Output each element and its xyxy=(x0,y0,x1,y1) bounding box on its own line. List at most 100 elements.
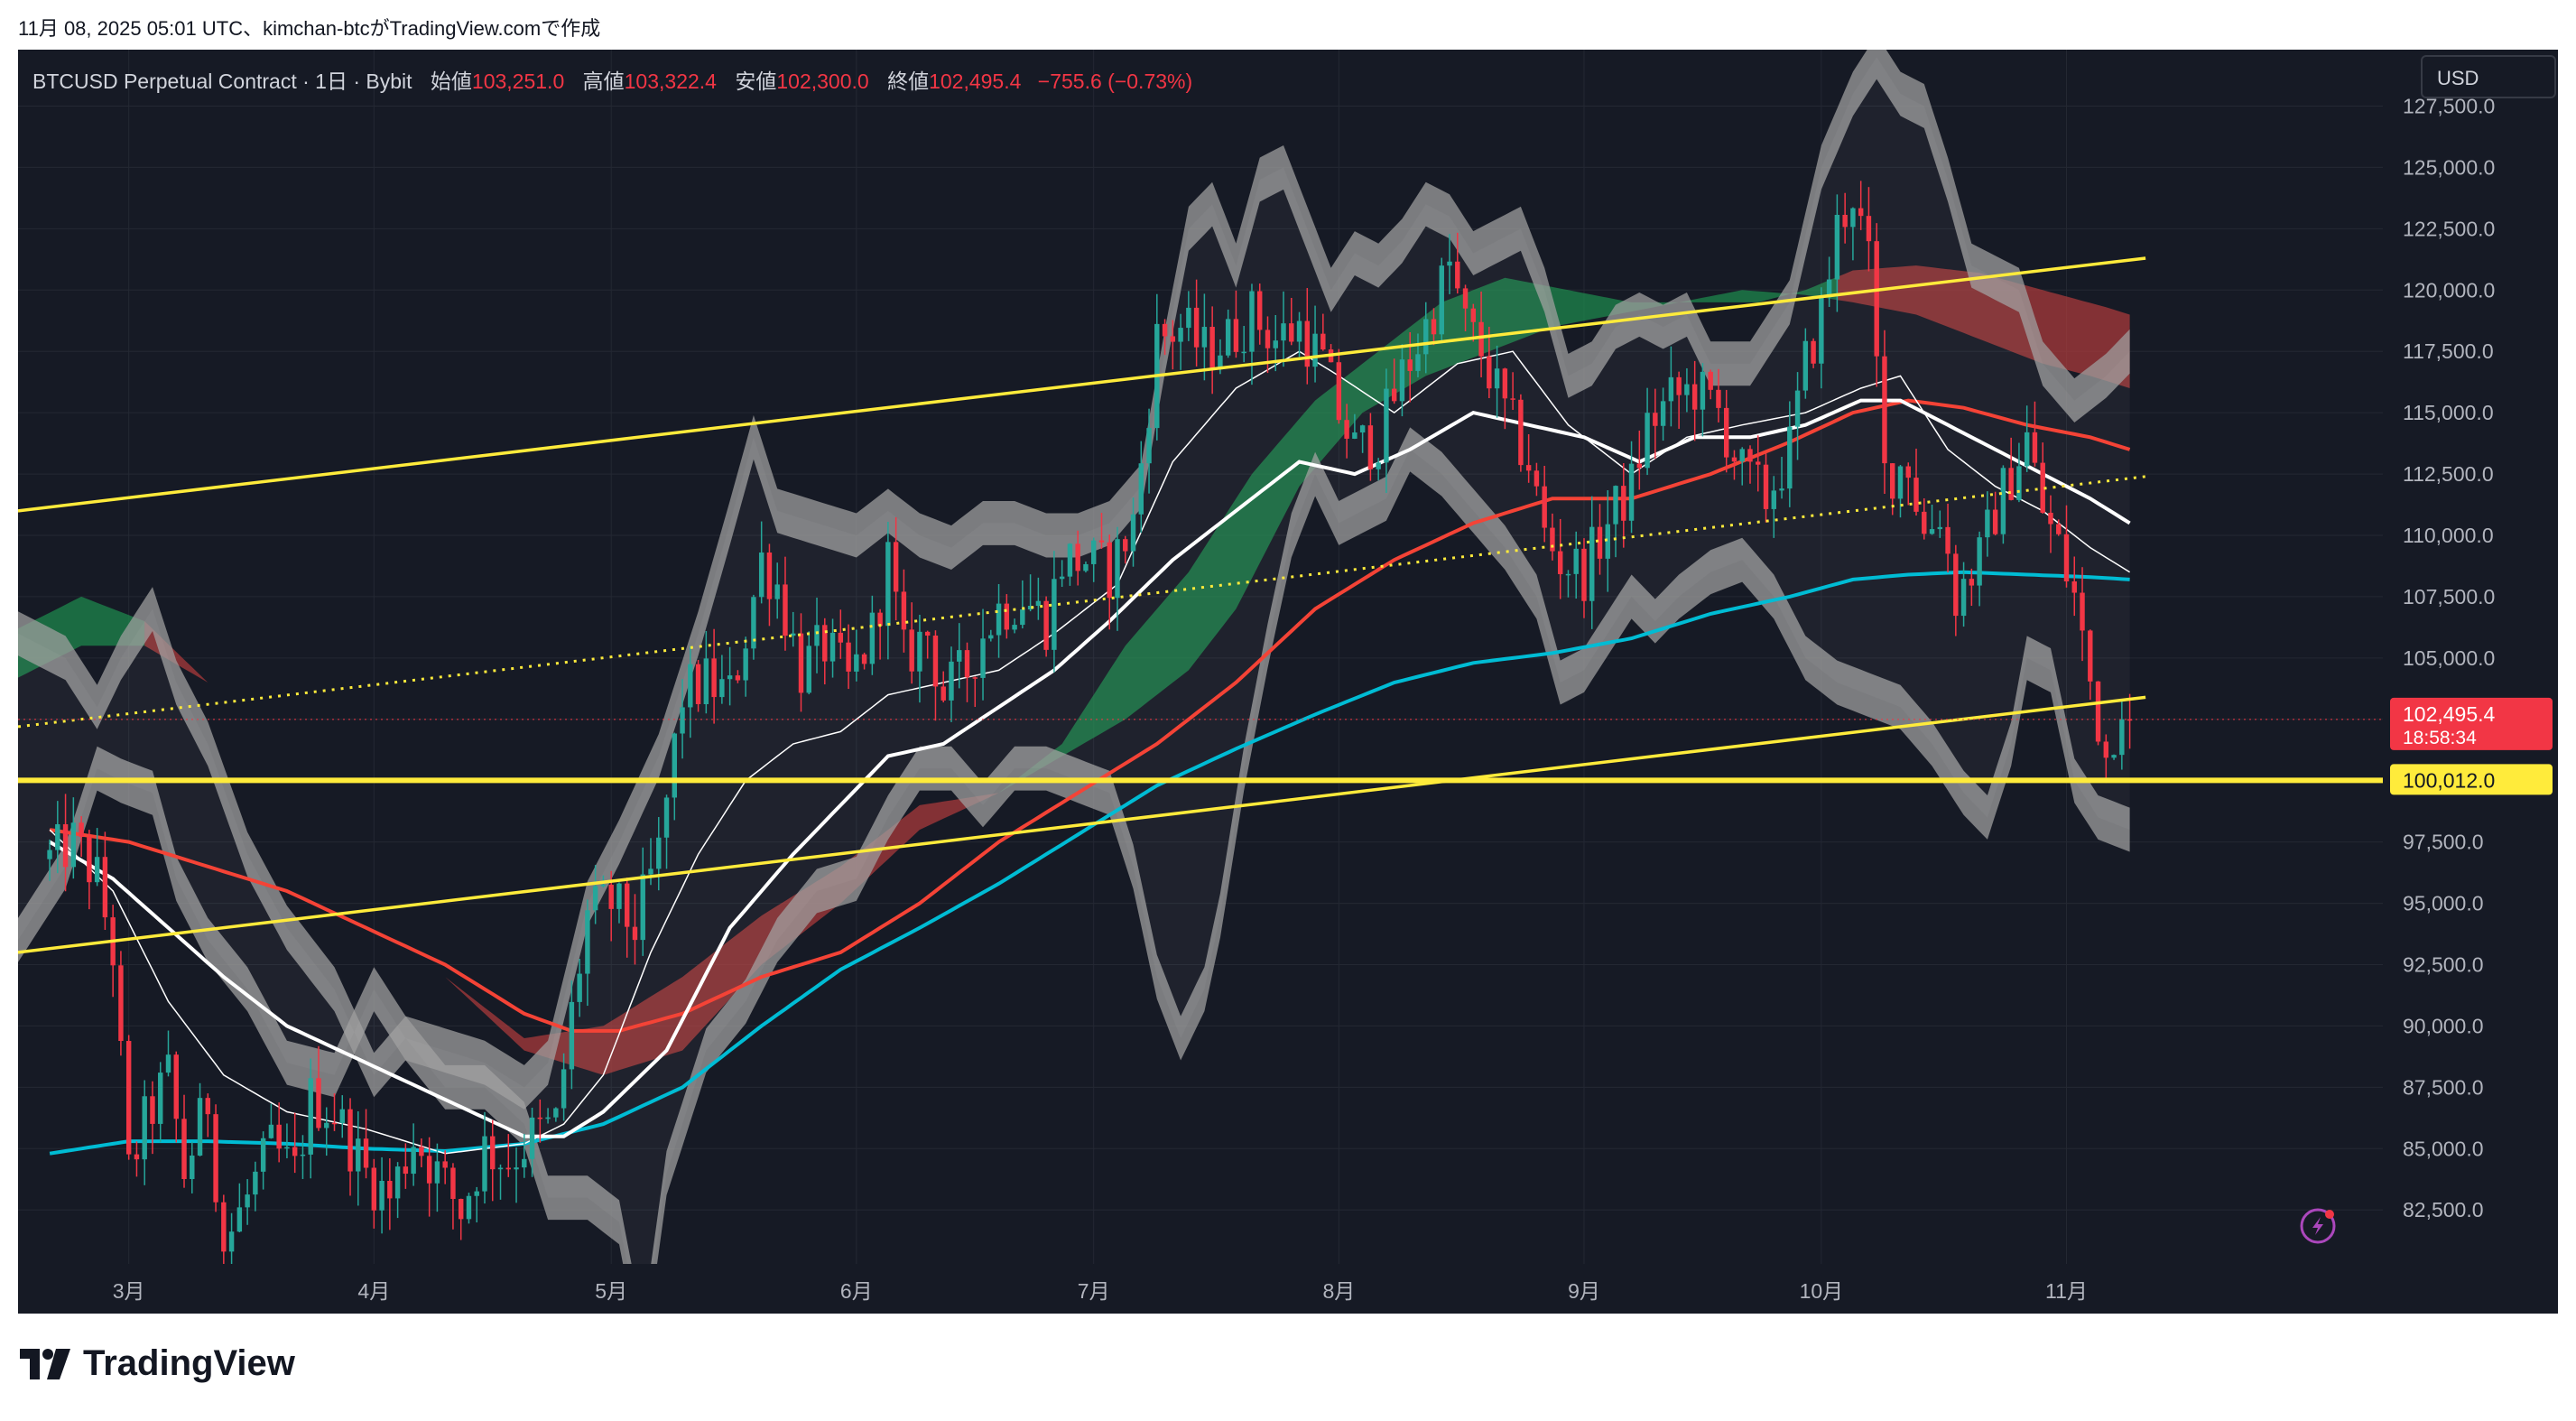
last-price-badge-countdown: 18:58:34 xyxy=(2403,728,2477,748)
candle-body xyxy=(822,625,828,662)
candle-body xyxy=(1937,526,1943,530)
y-axis-tick-label: 82,500.0 xyxy=(2403,1198,2484,1221)
chart-panel[interactable]: 82,500.0 85,000.0 87,500.0 90,000.0 92,500.0… xyxy=(18,50,2558,1314)
last-price-badge xyxy=(2390,697,2553,750)
last-price-badge-value: 102,495.4 xyxy=(2403,702,2496,726)
candle-body xyxy=(1233,319,1239,352)
candle-body xyxy=(1834,214,1840,280)
candle-body xyxy=(1660,401,1666,426)
candle-body xyxy=(2063,534,2070,581)
x-axis-tick-label: 7月 xyxy=(1078,1279,1110,1303)
currency-button[interactable]: USD xyxy=(2421,55,2556,98)
candle-body xyxy=(482,1136,487,1192)
candle-body xyxy=(1336,362,1342,421)
candle-body xyxy=(1075,543,1080,571)
candle-body xyxy=(363,1138,369,1168)
candle-body xyxy=(663,797,670,838)
candle-body xyxy=(1431,319,1437,335)
candle-body xyxy=(1802,340,1809,391)
candle-body xyxy=(1613,486,1618,525)
candle-body xyxy=(1391,388,1397,402)
candle-body xyxy=(2024,432,2030,467)
lightning-icon[interactable] xyxy=(2300,1208,2336,1244)
envelope-lower-band xyxy=(18,427,2130,1264)
candle-body xyxy=(1367,425,1374,469)
candle-body xyxy=(356,1138,361,1172)
x-axis-tick-label: 5月 xyxy=(595,1279,627,1303)
candle-body xyxy=(1320,333,1326,350)
candle-body xyxy=(79,822,84,838)
candle-body xyxy=(537,1117,543,1119)
candle-body xyxy=(1043,600,1049,650)
candle-body xyxy=(1170,336,1176,342)
candle-body xyxy=(988,635,994,639)
tradingview-logo-icon xyxy=(20,1348,70,1379)
candle-body xyxy=(1621,486,1626,521)
candle-body xyxy=(158,1073,163,1124)
candle-body xyxy=(324,1122,329,1128)
candle-body xyxy=(70,822,77,868)
y-axis-tick-label: 125,000.0 xyxy=(2403,155,2495,179)
candle-body xyxy=(529,1117,535,1159)
candle-body xyxy=(419,1147,424,1156)
price-chart[interactable]: 82,500.0 85,000.0 87,500.0 90,000.0 92,500.0… xyxy=(18,50,2558,1314)
candle-body xyxy=(624,883,630,927)
candle-body xyxy=(1581,548,1587,601)
candle-body xyxy=(798,633,804,693)
candle-body xyxy=(854,654,859,672)
candle-body xyxy=(1265,330,1271,348)
candle-body xyxy=(2000,468,2006,534)
candle-body xyxy=(213,1114,218,1203)
candle-body xyxy=(1384,388,1389,463)
badge-layer: 102,495.418:58:34 100,012.0 xyxy=(2390,697,2553,795)
symbol-title[interactable]: BTCUSD Perpetual Contract · 1日 · Bybit xyxy=(32,70,412,93)
y-axis-tick-label: 110,000.0 xyxy=(2403,524,2494,547)
candle-body xyxy=(94,857,100,883)
candle-body xyxy=(1550,527,1555,552)
footer-brand[interactable]: TradingView xyxy=(20,1343,295,1384)
candle-body xyxy=(331,1122,338,1125)
candle-body xyxy=(1653,413,1658,426)
candle-body xyxy=(2040,462,2045,513)
candle-body xyxy=(1162,323,1168,337)
candle-body xyxy=(411,1147,416,1175)
candle-body xyxy=(1052,579,1057,650)
candle-body xyxy=(276,1124,282,1149)
cloud-layer xyxy=(18,265,2130,1075)
candle-body xyxy=(1209,327,1215,370)
candle-body xyxy=(284,1147,290,1149)
x-axis: 3月 4月 5月 6月 7月 8月 9月 10月 11月 xyxy=(113,1279,2088,1303)
candle-body xyxy=(553,1108,559,1118)
y-axis-tick-label: 90,000.0 xyxy=(2403,1014,2484,1037)
candle-body xyxy=(228,1231,235,1252)
candle-body xyxy=(1407,359,1413,371)
candle-body xyxy=(497,1167,504,1170)
candle-body xyxy=(1304,320,1311,367)
cloud-bullish xyxy=(998,276,1838,794)
candle-body xyxy=(253,1171,258,1195)
candle-body xyxy=(1953,553,1959,617)
y-axis-tick-label: 87,500.0 xyxy=(2403,1075,2484,1099)
y-axis: 82,500.0 85,000.0 87,500.0 90,000.0 92,500.0… xyxy=(2403,94,2495,1221)
candle-body xyxy=(1826,279,1832,298)
x-axis-tick-label: 8月 xyxy=(1322,1279,1355,1303)
candle-body xyxy=(1691,384,1698,410)
candle-body xyxy=(466,1195,472,1220)
trend-layer xyxy=(18,256,2383,954)
candle-body xyxy=(1573,548,1579,574)
candle-body xyxy=(1700,371,1706,410)
x-axis-tick-label: 3月 xyxy=(113,1279,145,1303)
candle-body xyxy=(1502,368,1508,399)
candle-body xyxy=(608,884,614,909)
candle-body xyxy=(569,1001,575,1070)
y-axis-tick-label: 122,500.0 xyxy=(2403,217,2495,240)
candle-body xyxy=(379,1180,385,1211)
y-axis-tick-label: 97,500.0 xyxy=(2403,831,2484,854)
candle-body xyxy=(1985,509,1990,538)
high-label: 高値 xyxy=(582,70,625,93)
candle-body xyxy=(1415,354,1421,371)
candle-body xyxy=(1193,307,1200,348)
candle-body xyxy=(1123,539,1128,552)
candle-body xyxy=(1977,537,1982,586)
candle-body xyxy=(885,542,891,627)
